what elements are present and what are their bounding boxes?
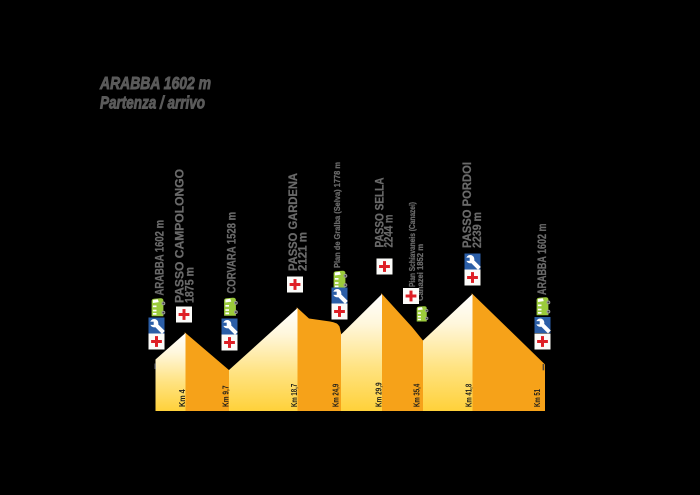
svg-text:1875 m: 1875 m [185, 267, 197, 303]
svg-text:ARABBA 1602 m: ARABBA 1602 m [537, 224, 549, 296]
svg-text:ARABBA 1602 m: ARABBA 1602 m [99, 73, 211, 93]
svg-text:2244 m: 2244 m [384, 215, 396, 248]
svg-text:PASSO SELLA: PASSO SELLA [375, 178, 387, 248]
svg-text:2239 m: 2239 m [472, 212, 484, 248]
svg-text:Pian Schiavaneis (Canazei): Pian Schiavaneis (Canazei) [408, 202, 417, 287]
svg-text:Km 35,4: Km 35,4 [412, 384, 422, 407]
svg-text:Km 24,9: Km 24,9 [331, 384, 341, 407]
svg-text:PASSO GARDENA: PASSO GARDENA [288, 173, 300, 271]
svg-text:Partenza / arrivo: Partenza / arrivo [100, 93, 205, 113]
svg-text:Km 29,9: Km 29,9 [374, 382, 384, 407]
svg-text:Km 51: Km 51 [532, 389, 542, 407]
svg-text:PASSO PORDOI: PASSO PORDOI [462, 162, 474, 248]
svg-text:CORVARA 1528 m: CORVARA 1528 m [227, 212, 239, 294]
svg-text:2121 m: 2121 m [298, 232, 310, 271]
svg-text:Km 41,8: Km 41,8 [464, 384, 474, 407]
svg-text:Canazei 1852 m: Canazei 1852 m [416, 244, 425, 301]
svg-text:PASSO CAMPOLONGO: PASSO CAMPOLONGO [175, 169, 187, 303]
svg-text:ARABBA 1602 m: ARABBA 1602 m [155, 220, 167, 296]
svg-text:Km 18,7: Km 18,7 [289, 384, 299, 407]
svg-text:Plan de Gralba (Selva) 1778 m: Plan de Gralba (Selva) 1778 m [333, 162, 342, 268]
svg-text:Km 9,7: Km 9,7 [221, 385, 231, 407]
svg-text:Km 4: Km 4 [177, 389, 187, 407]
